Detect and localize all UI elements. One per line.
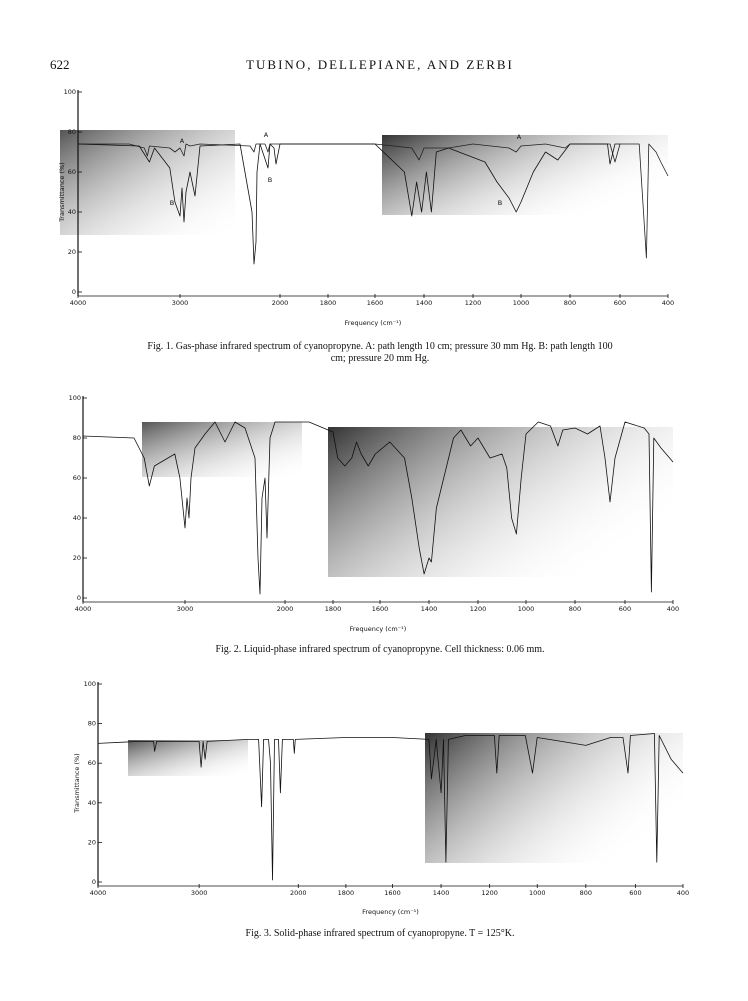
x-tick-label: 1000 [518, 605, 535, 613]
scan-shading [128, 740, 248, 776]
x-tick-label: 1000 [529, 889, 546, 897]
x-tick-label: 600 [619, 605, 631, 613]
y-tick-label: 20 [68, 248, 76, 256]
x-axis-label: Frequency (cm⁻¹) [362, 908, 419, 916]
x-tick-label: 4000 [70, 299, 87, 307]
x-axis-label: Frequency (cm⁻¹) [345, 319, 402, 327]
y-axis-label: Transmittance (%) [58, 162, 66, 222]
x-tick-label: 400 [667, 605, 679, 613]
figure-caption: Fig. 1. Gas-phase infrared spectrum of c… [147, 341, 613, 364]
x-tick-label: 800 [564, 299, 576, 307]
x-tick-label: 1600 [384, 889, 401, 897]
y-tick-label: 40 [73, 514, 81, 522]
spectrum-line [77, 143, 620, 265]
series-annotation: A [517, 133, 522, 141]
x-tick-label: 1000 [513, 299, 530, 307]
spectrum-line [78, 143, 669, 259]
scan-shading [425, 733, 683, 863]
x-tick-label: 1200 [481, 889, 498, 897]
y-tick-label: 0 [77, 594, 81, 602]
x-tick-label: 1200 [470, 605, 487, 613]
series-annotation: A [180, 137, 185, 145]
y-tick-label: 100 [84, 680, 96, 688]
x-tick-label: 3000 [177, 605, 194, 613]
x-axis-label: Frequency (cm⁻¹) [350, 625, 407, 633]
page-number: 622 [50, 57, 70, 72]
y-axis-label: Transmittance (%) [73, 753, 81, 813]
y-tick-label: 40 [68, 208, 76, 216]
scan-shading [328, 427, 673, 577]
x-tick-label: 4000 [75, 605, 92, 613]
x-tick-label: 3000 [172, 299, 189, 307]
x-tick-label: 2000 [277, 605, 294, 613]
series-annotation: A [264, 131, 269, 139]
figure-caption: Fig. 3. Solid-phase infrared spectrum of… [245, 928, 515, 939]
x-tick-label: 2000 [272, 299, 289, 307]
running-title: TUBINO, DELLEPIANE, AND ZERBI [246, 57, 514, 72]
y-tick-label: 20 [88, 838, 96, 846]
series-annotation: B [170, 199, 174, 207]
y-tick-label: 100 [69, 394, 81, 402]
y-tick-label: 20 [73, 554, 81, 562]
x-tick-label: 1600 [367, 299, 384, 307]
x-tick-label: 800 [580, 889, 592, 897]
x-tick-label: 1400 [416, 299, 433, 307]
x-tick-label: 2000 [290, 889, 307, 897]
y-tick-label: 80 [68, 128, 76, 136]
y-tick-label: 80 [73, 434, 81, 442]
y-tick-label: 0 [92, 878, 96, 886]
series-annotation: B [498, 199, 502, 207]
spectrum-line [82, 421, 674, 595]
x-tick-label: 1200 [465, 299, 482, 307]
scan-shading [382, 135, 668, 215]
y-tick-label: 40 [88, 799, 96, 807]
y-tick-label: 100 [64, 88, 76, 96]
y-tick-label: 60 [88, 759, 96, 767]
x-tick-label: 600 [629, 889, 641, 897]
y-tick-label: 60 [68, 168, 76, 176]
series-annotation: B [268, 176, 272, 184]
x-tick-label: 3000 [191, 889, 208, 897]
figure-caption: Fig. 2. Liquid-phase infrared spectrum o… [215, 644, 545, 655]
x-tick-label: 1600 [372, 605, 389, 613]
x-tick-label: 4000 [90, 889, 107, 897]
spectrum-line [97, 733, 684, 881]
x-tick-label: 1800 [338, 889, 355, 897]
x-tick-label: 600 [614, 299, 626, 307]
x-tick-label: 1400 [421, 605, 438, 613]
x-tick-label: 1400 [433, 889, 450, 897]
x-tick-label: 400 [662, 299, 674, 307]
x-tick-label: 1800 [320, 299, 337, 307]
x-tick-label: 1800 [325, 605, 342, 613]
x-tick-label: 800 [569, 605, 581, 613]
y-tick-label: 0 [72, 288, 76, 296]
scan-shading [142, 422, 302, 477]
y-tick-label: 80 [88, 720, 96, 728]
scan-shading [60, 130, 235, 235]
y-tick-label: 60 [73, 474, 81, 482]
x-tick-label: 400 [677, 889, 689, 897]
